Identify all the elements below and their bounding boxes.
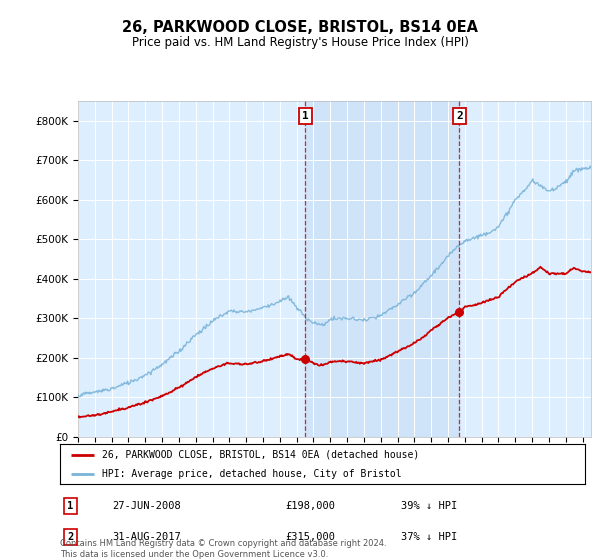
Text: £198,000: £198,000 (286, 501, 336, 511)
Text: 1: 1 (302, 111, 308, 121)
Text: 1: 1 (67, 501, 74, 511)
Text: Contains HM Land Registry data © Crown copyright and database right 2024.
This d: Contains HM Land Registry data © Crown c… (60, 539, 386, 559)
Text: 26, PARKWOOD CLOSE, BRISTOL, BS14 0EA: 26, PARKWOOD CLOSE, BRISTOL, BS14 0EA (122, 20, 478, 35)
Text: 27-JUN-2008: 27-JUN-2008 (113, 501, 181, 511)
Text: 31-AUG-2017: 31-AUG-2017 (113, 533, 181, 543)
Text: £315,000: £315,000 (286, 533, 336, 543)
Text: Price paid vs. HM Land Registry's House Price Index (HPI): Price paid vs. HM Land Registry's House … (131, 36, 469, 49)
Text: HPI: Average price, detached house, City of Bristol: HPI: Average price, detached house, City… (102, 469, 401, 478)
Text: 26, PARKWOOD CLOSE, BRISTOL, BS14 0EA (detached house): 26, PARKWOOD CLOSE, BRISTOL, BS14 0EA (d… (102, 450, 419, 460)
Text: 2: 2 (67, 533, 74, 543)
Bar (305, 101, 460, 437)
Text: 39% ↓ HPI: 39% ↓ HPI (401, 501, 458, 511)
Text: 2: 2 (456, 111, 463, 121)
Text: 37% ↓ HPI: 37% ↓ HPI (401, 533, 458, 543)
